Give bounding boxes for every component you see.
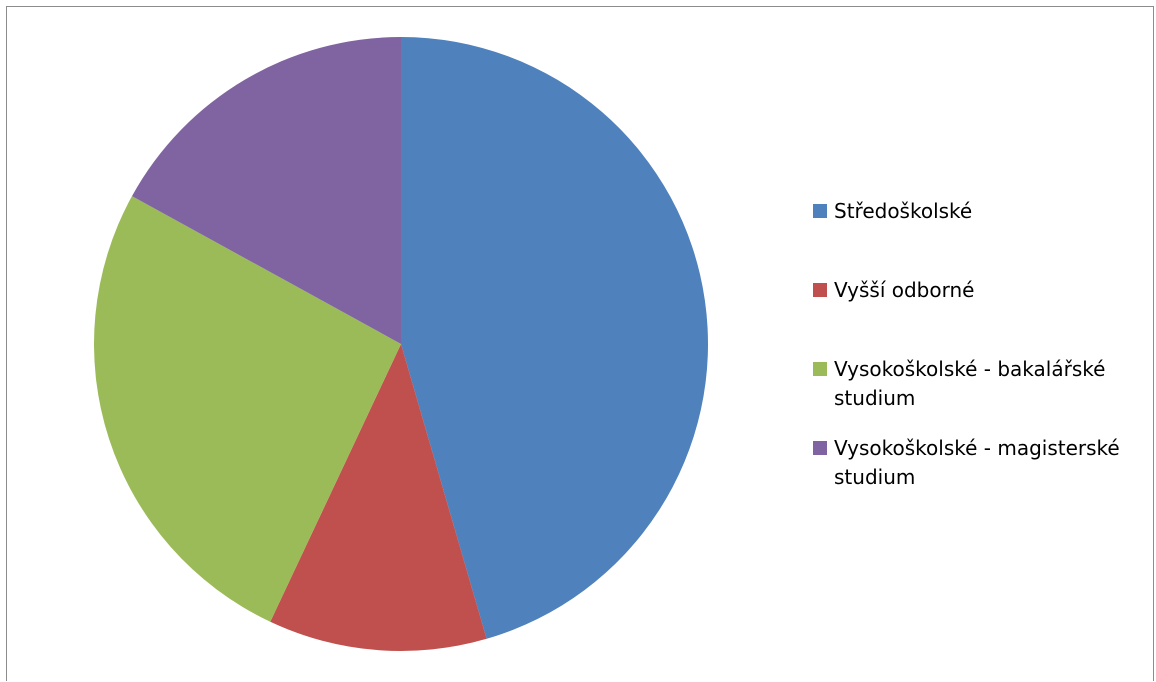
pie-chart	[93, 37, 708, 651]
legend-item: Středoškolské	[813, 197, 1154, 226]
legend-label: Středoškolské	[834, 199, 973, 223]
legend-swatch	[813, 283, 827, 297]
legend-item: Vysokoškolské - magisterské studium	[813, 434, 1154, 492]
legend-item: Vysokoškolské - bakalářské studium	[813, 355, 1154, 413]
pie-slice-3	[93, 196, 402, 622]
legend-swatch	[813, 441, 827, 455]
legend-label: Vyšší odborné	[834, 278, 975, 302]
legend-label: Vysokoškolské - bakalářské studium	[834, 357, 1106, 410]
pie-slice-2	[270, 344, 487, 651]
legend-item: Vyšší odborné	[813, 276, 1154, 305]
chart-area: Středoškolské Vyšší odborné Vysokoškolské …	[6, 6, 1154, 681]
pie-slice-4	[131, 37, 401, 344]
legend-swatch	[813, 362, 827, 376]
legend-swatch	[813, 204, 827, 218]
legend-label: Vysokoškolské - magisterské studium	[834, 436, 1120, 489]
pie-slice-1	[401, 37, 708, 639]
